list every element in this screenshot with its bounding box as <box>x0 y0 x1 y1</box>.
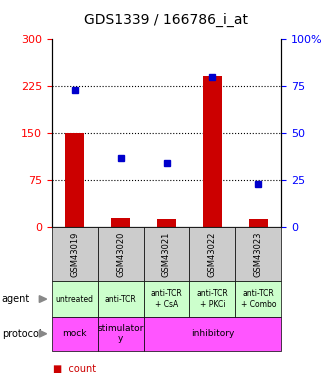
Bar <box>157 219 176 227</box>
Text: inhibitory: inhibitory <box>191 329 234 338</box>
Text: anti-TCR
+ CsA: anti-TCR + CsA <box>151 290 182 309</box>
Text: GSM43023: GSM43023 <box>254 231 263 277</box>
Text: anti-TCR: anti-TCR <box>105 295 137 304</box>
Bar <box>249 219 268 227</box>
Text: mock: mock <box>62 329 87 338</box>
Polygon shape <box>39 296 47 302</box>
Text: GSM43022: GSM43022 <box>208 231 217 277</box>
Text: stimulator
y: stimulator y <box>97 324 144 344</box>
Text: protocol: protocol <box>2 329 41 339</box>
Bar <box>203 76 222 227</box>
Text: GSM43020: GSM43020 <box>116 231 125 277</box>
Text: untreated: untreated <box>56 295 94 304</box>
Text: GSM43021: GSM43021 <box>162 231 171 277</box>
Text: anti-TCR
+ PKCi: anti-TCR + PKCi <box>196 290 228 309</box>
Text: ■  count: ■ count <box>53 364 97 374</box>
Bar <box>111 217 130 227</box>
Text: anti-TCR
+ Combo: anti-TCR + Combo <box>241 290 276 309</box>
Text: GDS1339 / 166786_i_at: GDS1339 / 166786_i_at <box>85 13 248 27</box>
Bar <box>65 133 84 227</box>
Text: agent: agent <box>2 294 30 304</box>
Text: GSM43019: GSM43019 <box>70 231 79 277</box>
Polygon shape <box>39 330 47 337</box>
